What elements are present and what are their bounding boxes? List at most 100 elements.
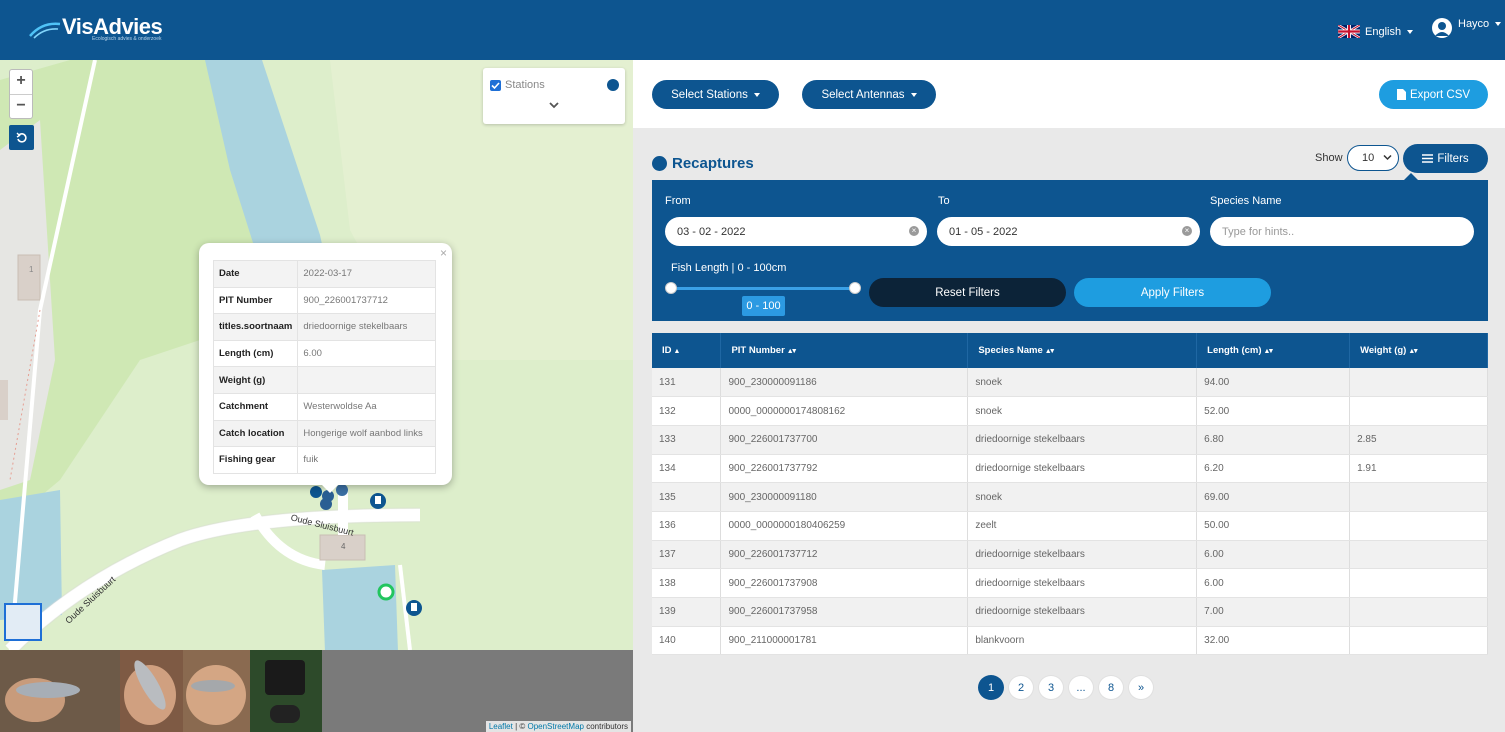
popup-tip bbox=[321, 484, 339, 493]
length-slider-max-handle[interactable] bbox=[849, 282, 861, 294]
sliders-icon bbox=[1422, 154, 1434, 163]
table-row[interactable]: 137 900_226001737712 driedoornige stekelba… bbox=[652, 540, 1488, 570]
reset-view-button[interactable] bbox=[9, 125, 34, 150]
table-row[interactable]: 136 0000_0000000180406259 zeelt 50.00 bbox=[652, 511, 1488, 541]
fish-length-label: Fish Length | 0 - 100cm bbox=[671, 262, 787, 274]
table-row[interactable]: 139 900_226001737958 driedoornige stekelba… bbox=[652, 597, 1488, 627]
fish-photo[interactable] bbox=[183, 650, 250, 732]
length-slider-track[interactable] bbox=[671, 287, 855, 290]
column-header-label: PIT Number bbox=[731, 345, 785, 356]
logo[interactable]: VisAdvies bbox=[28, 14, 163, 40]
fish-photo[interactable] bbox=[250, 650, 322, 732]
popup-row: Date 2022-03-17 bbox=[212, 260, 436, 288]
popup-row: PIT Number 900_226001737712 bbox=[212, 286, 436, 315]
map-view[interactable]: Oude Sluisbuurt Oude Sluisbuurt 4 1 + − … bbox=[0, 60, 633, 732]
table-cell: 900_226001737792 bbox=[720, 454, 969, 484]
export-csv-button[interactable]: Export CSV bbox=[1379, 80, 1488, 109]
attribution-tail: contributors bbox=[583, 722, 628, 731]
table-cell: 900_226001737908 bbox=[720, 568, 969, 598]
column-header-label: Length (cm) bbox=[1207, 345, 1262, 356]
apply-filters-button[interactable]: Apply Filters bbox=[1074, 278, 1271, 307]
map-attribution: Leaflet | © OpenStreetMap contributors bbox=[485, 721, 631, 732]
to-date-input[interactable]: 01 - 05 - 2022 × bbox=[937, 217, 1200, 246]
table-cell: 900_226001737700 bbox=[720, 425, 969, 455]
filter-panel: From 03 - 02 - 2022 × To 01 - 05 - 2022 … bbox=[652, 180, 1488, 321]
chevron-down-icon bbox=[1407, 29, 1414, 34]
next-page-button[interactable]: » bbox=[1128, 675, 1154, 700]
stations-checkbox[interactable] bbox=[490, 80, 501, 91]
leaflet-link[interactable]: Leaflet bbox=[488, 722, 513, 731]
page-button[interactable]: 2 bbox=[1008, 675, 1034, 700]
table-cell: 2.85 bbox=[1349, 425, 1488, 455]
column-header[interactable]: ID ▲ bbox=[652, 333, 722, 368]
stations-layer-control: Stations bbox=[483, 68, 625, 124]
table-cell: 0000_0000000180406259 bbox=[720, 511, 969, 541]
zoom-in-button[interactable]: + bbox=[16, 72, 26, 89]
table-cell bbox=[1349, 626, 1488, 656]
column-header[interactable]: PIT Number ▲▼ bbox=[720, 333, 969, 368]
from-date-input[interactable]: 03 - 02 - 2022 × bbox=[665, 217, 927, 246]
popup-row: Weight (g) bbox=[212, 366, 436, 394]
close-icon[interactable]: × bbox=[439, 246, 447, 260]
uk-flag-icon bbox=[1338, 25, 1360, 38]
zoom-out-button[interactable]: − bbox=[10, 94, 32, 118]
logo-text: VisAdvies bbox=[62, 14, 163, 39]
user-menu[interactable]: Hayco bbox=[1432, 18, 1502, 40]
clear-icon[interactable]: × bbox=[909, 226, 919, 236]
table-cell bbox=[1349, 511, 1488, 541]
osm-link[interactable]: OpenStreetMap bbox=[527, 722, 584, 731]
table-row[interactable]: 135 900_230000091180 snoek 69.00 bbox=[652, 482, 1488, 512]
page-button[interactable]: 3 bbox=[1038, 675, 1064, 700]
column-header[interactable]: Length (cm) ▲▼ bbox=[1196, 333, 1351, 368]
page-button[interactable]: 1 bbox=[978, 675, 1004, 700]
chevron-down-icon[interactable] bbox=[547, 100, 561, 110]
table-row[interactable]: 134 900_226001737792 driedoornige stekelba… bbox=[652, 454, 1488, 484]
popup-row: Fishing gear fuik bbox=[212, 446, 436, 474]
to-label: To bbox=[938, 195, 950, 207]
zoom-control: + − bbox=[9, 69, 33, 119]
chevron-down-icon bbox=[1495, 22, 1502, 26]
language-label: English bbox=[1365, 25, 1402, 38]
chevron-down-icon bbox=[1383, 154, 1392, 161]
table-row[interactable]: 140 900_211000001781 blankvoorn 32.00 bbox=[652, 626, 1488, 656]
clear-icon[interactable]: × bbox=[1182, 226, 1192, 236]
column-header[interactable]: Weight (g) ▲▼ bbox=[1349, 333, 1488, 368]
fish-photo[interactable] bbox=[0, 650, 120, 732]
table-cell: snoek bbox=[967, 396, 1198, 426]
table-cell: 900_211000001781 bbox=[720, 626, 969, 656]
table-row[interactable]: 131 900_230000091186 snoek 94.00 bbox=[652, 368, 1488, 398]
popup-value: 2022-03-17 bbox=[297, 260, 436, 288]
show-label: Show bbox=[1315, 152, 1343, 164]
language-selector[interactable]: English bbox=[1338, 25, 1414, 38]
select-antennas-label: Select Antennas bbox=[821, 88, 905, 101]
fish-photo[interactable] bbox=[120, 650, 183, 732]
minimap-thumbnail[interactable] bbox=[4, 603, 42, 641]
length-slider-min-handle[interactable] bbox=[665, 282, 677, 294]
table-row[interactable]: 133 900_226001737700 driedoornige stekelba… bbox=[652, 425, 1488, 455]
popup-table: Date 2022-03-17 PIT Number 900_226001737712… bbox=[212, 260, 436, 474]
table-cell: 900_226001737712 bbox=[720, 540, 969, 570]
table-row[interactable]: 138 900_226001737908 driedoornige stekelba… bbox=[652, 568, 1488, 598]
reset-filters-button[interactable]: Reset Filters bbox=[869, 278, 1066, 307]
select-stations-button[interactable]: Select Stations bbox=[652, 80, 779, 109]
recaptures-heading: Recaptures bbox=[652, 155, 754, 172]
page-button[interactable]: 8 bbox=[1098, 675, 1124, 700]
table-cell: driedoornige stekelbaars bbox=[967, 425, 1198, 455]
filters-panel-arrow bbox=[1404, 173, 1418, 180]
page-button[interactable]: ... bbox=[1068, 675, 1094, 700]
sort-icon: ▲▼ bbox=[1044, 348, 1056, 355]
page-size-select[interactable]: 10 bbox=[1347, 145, 1399, 171]
popup-value: Hongerige wolf aanbod links bbox=[297, 419, 436, 448]
table-body: 131 900_230000091186 snoek 94.00 132 0000_000… bbox=[652, 368, 1488, 656]
info-icon[interactable] bbox=[607, 79, 619, 91]
select-antennas-button[interactable]: Select Antennas bbox=[802, 80, 936, 109]
table-cell: driedoornige stekelbaars bbox=[967, 454, 1198, 484]
table-cell: 6.80 bbox=[1196, 425, 1351, 455]
house-number: 4 bbox=[341, 542, 346, 551]
table-cell: 7.00 bbox=[1196, 597, 1351, 627]
table-cell: driedoornige stekelbaars bbox=[967, 597, 1198, 627]
species-input[interactable]: Type for hints.. bbox=[1210, 217, 1474, 246]
filters-button[interactable]: Filters bbox=[1403, 144, 1488, 173]
column-header[interactable]: Species Name ▲▼ bbox=[967, 333, 1198, 368]
table-row[interactable]: 132 0000_0000000174808162 snoek 52.00 bbox=[652, 396, 1488, 426]
